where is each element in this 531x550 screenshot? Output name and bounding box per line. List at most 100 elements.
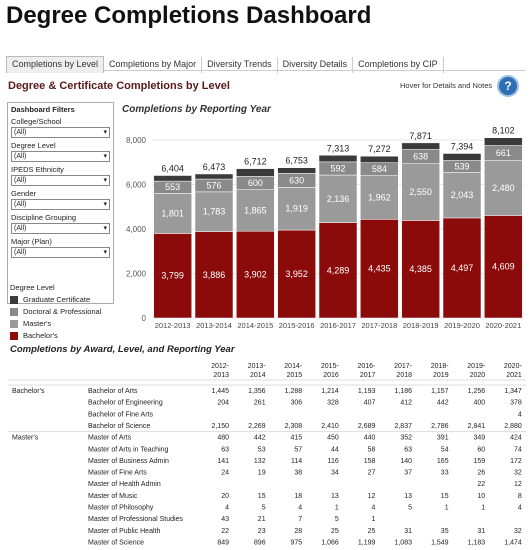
x-tick-label: 2012-2013 <box>155 321 191 330</box>
column-header: 2019- <box>467 363 486 370</box>
cell: 1,199 <box>358 539 376 546</box>
cell: 5 <box>408 505 412 512</box>
tab[interactable]: Completions by Level <box>6 56 105 73</box>
legend-item: Graduate Certificate <box>10 295 101 304</box>
hover-note[interactable]: Hover for Details and Notes <box>400 81 493 90</box>
cell: 114 <box>291 458 302 465</box>
filter-select[interactable]: (All) <box>11 199 110 210</box>
bar-segment <box>401 163 440 221</box>
total-label: 6,753 <box>285 156 308 166</box>
data-label: 3,799 <box>161 271 184 281</box>
row-label: Master of Science <box>88 539 144 546</box>
filter-select[interactable]: (All) <box>11 127 110 138</box>
cell: 12 <box>368 493 376 500</box>
data-label: 539 <box>454 161 469 171</box>
tab[interactable]: Diversity Trends <box>202 57 278 73</box>
row-label: Master of Arts in Teaching <box>88 446 169 453</box>
data-label: 4,435 <box>368 264 391 274</box>
bar-segment <box>153 233 192 319</box>
data-label: 3,952 <box>285 269 308 279</box>
data-label: 576 <box>206 180 221 190</box>
cell: 63 <box>221 446 229 453</box>
bar-segment <box>360 155 399 163</box>
cell: 450 <box>327 435 339 442</box>
row-label: Bachelor of Science <box>88 423 150 430</box>
cell: 28 <box>294 528 302 535</box>
bar-segment <box>153 175 192 182</box>
cell: 204 <box>217 400 229 407</box>
bar-segment <box>318 222 358 319</box>
section-title: Degree & Certificate Completions by Leve… <box>8 80 230 92</box>
data-label: 1,962 <box>368 192 391 202</box>
bar-segment <box>236 189 275 232</box>
x-tick-label: 2019-2020 <box>444 321 480 330</box>
cell: 31 <box>404 528 412 535</box>
row-group: Bachelor's <box>12 388 45 395</box>
x-tick-label: 2018-2019 <box>403 321 439 330</box>
filter-panel: Dashboard Filters College/School(All)Deg… <box>7 102 114 304</box>
tab-bar: Completions by Level Completions by Major… <box>6 54 526 73</box>
cell: 1,549 <box>431 539 449 546</box>
filter-select[interactable]: (All) <box>11 151 110 162</box>
bar-segment <box>236 230 275 319</box>
row-group: Master's <box>12 435 39 442</box>
y-tick-label: 6,000 <box>126 181 147 190</box>
cell: 1,474 <box>504 539 522 546</box>
cell: 25 <box>331 528 339 535</box>
cell: 22 <box>221 528 229 535</box>
cell: 349 <box>474 435 486 442</box>
cell: 440 <box>364 435 376 442</box>
y-tick-label: 0 <box>142 314 147 323</box>
cell: 13 <box>331 493 339 500</box>
bar-segment <box>318 174 358 223</box>
bar-segment <box>401 220 440 319</box>
cell: 74 <box>514 446 522 453</box>
bar-segment <box>194 191 234 232</box>
x-tick-label: 2014-2015 <box>237 321 273 330</box>
tab[interactable]: Completions by CIP <box>353 57 444 73</box>
filter-label: Degree Level <box>11 141 56 150</box>
legend-label: Master's <box>23 319 52 328</box>
legend-item: Bachelor's <box>10 331 101 340</box>
data-label: 638 <box>413 152 428 162</box>
row-label: Master of Business Admin <box>88 458 169 465</box>
cell: 140 <box>400 458 412 465</box>
table-title: Completions by Award, Level, and Reporti… <box>10 344 236 355</box>
cell: 391 <box>437 435 449 442</box>
cell: 306 <box>291 400 303 407</box>
cell: 1,186 <box>394 388 412 395</box>
cell: 7 <box>298 516 302 523</box>
cell: 24 <box>221 470 229 477</box>
tab[interactable]: Diversity Details <box>278 57 354 73</box>
filter-title: Dashboard Filters <box>11 105 75 114</box>
total-label: 7,272 <box>368 144 391 154</box>
cell: 31 <box>477 528 485 535</box>
column-header: 2018 <box>396 372 412 379</box>
y-tick-label: 4,000 <box>126 225 147 234</box>
column-header: 2020 <box>470 372 486 379</box>
total-label: 7,313 <box>327 143 350 153</box>
cell: 13 <box>404 493 412 500</box>
help-button[interactable]: ? <box>497 75 519 97</box>
filter-select[interactable]: (All) <box>11 175 110 186</box>
row-label: Bachelor of Arts <box>88 388 138 395</box>
bar-segment <box>153 193 192 234</box>
total-label: 8,102 <box>492 126 515 136</box>
cell: 53 <box>258 446 266 453</box>
tab[interactable]: Completions by Major <box>104 57 203 73</box>
column-header: 2013 <box>213 372 229 379</box>
cell: 8 <box>518 493 522 500</box>
filter-select[interactable]: (All) <box>11 223 110 234</box>
filter-select[interactable]: (All) <box>11 247 110 258</box>
cell: 57 <box>294 446 302 453</box>
cell: 1,214 <box>321 388 339 395</box>
total-label: 6,473 <box>203 162 226 172</box>
y-tick-label: 2,000 <box>126 270 147 279</box>
row-label: Bachelor of Fine Arts <box>88 411 153 418</box>
cell: 38 <box>294 470 302 477</box>
cell: 141 <box>217 458 229 465</box>
cell: 20 <box>221 493 229 500</box>
data-label: 3,886 <box>203 270 226 280</box>
data-label: 2,136 <box>327 194 350 204</box>
cell: 35 <box>441 528 449 535</box>
